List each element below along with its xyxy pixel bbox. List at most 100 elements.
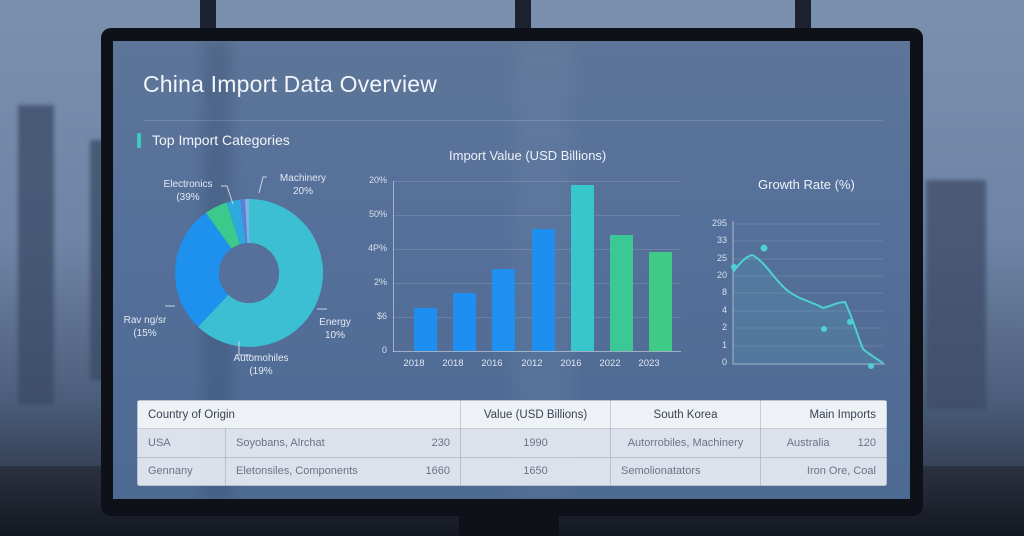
label-pct: (39%: [176, 192, 200, 203]
table-row[interactable]: USA Soyobans, Alrchat 230 1990 Autorrobi…: [137, 428, 887, 458]
donut-chart[interactable]: [175, 199, 323, 347]
y-tick: 1: [721, 340, 727, 350]
y-tick: 8: [721, 287, 727, 297]
bar-chart-title: Import Value (USD Billions): [449, 148, 607, 163]
background-building: [90, 140, 104, 380]
monitor: China Import Data Overview Top Import Ca…: [101, 28, 923, 516]
growth-line: [732, 253, 884, 364]
header-country-of-origin[interactable]: Country of Origin: [137, 400, 461, 429]
y-tick: 33: [716, 235, 727, 245]
label-name: Energy: [319, 317, 351, 328]
window-frame: [515, 0, 531, 30]
growth-area: [733, 255, 883, 364]
y-tick: 0: [381, 345, 387, 355]
cell-main-imports: Iron Ore, Coal: [760, 456, 887, 486]
label-name: Machinery: [279, 173, 327, 184]
bar-plot-area: [394, 181, 681, 351]
label-name: Rav ng/sr: [123, 315, 167, 326]
x-axis: [393, 351, 681, 352]
donut-segment-raw[interactable]: [175, 199, 323, 347]
x-tick: 2016: [560, 358, 582, 369]
y-tick: 20%: [368, 175, 387, 185]
bar[interactable]: [492, 269, 515, 351]
x-tick: 2016: [481, 358, 503, 369]
label-pct: (19%: [249, 366, 273, 377]
y-tick: 0: [721, 357, 727, 367]
donut-label-machinery: Machinery 20%: [268, 172, 338, 198]
y-tick: 4: [721, 305, 727, 315]
header-main-imports[interactable]: Main Imports: [760, 400, 887, 429]
table-row[interactable]: Gennany Eletonsiles, Components 1660 165…: [137, 456, 887, 486]
donut-segment-other[interactable]: [175, 199, 323, 347]
table-header-row: Country of Origin Value (USD Billions) S…: [137, 400, 887, 429]
data-point[interactable]: [760, 244, 768, 252]
bar[interactable]: [532, 229, 555, 351]
x-tick: 2018: [403, 358, 425, 369]
label-name: Automohiles: [233, 353, 289, 364]
donut-label-energy: Energy 10%: [310, 316, 360, 342]
label-pct: 20%: [292, 186, 313, 197]
dashboard-screen: China Import Data Overview Top Import Ca…: [113, 41, 910, 499]
donut-label-raw-materials: Rav ng/sr (15%: [115, 314, 175, 340]
label-pct: (15%: [133, 328, 157, 339]
cell-value: 1990: [460, 428, 611, 458]
bar[interactable]: [571, 185, 594, 351]
cell-goods: Eletonsiles, Components: [225, 456, 401, 486]
cell-korea: Semolionatators: [610, 456, 761, 486]
y-tick: 2%: [373, 277, 387, 287]
import-data-table: Country of Origin Value (USD Billions) S…: [137, 400, 887, 486]
y-tick: 25: [716, 253, 727, 263]
section-title: Top Import Categories: [152, 132, 290, 148]
cell-main-amount: Iron Ore, Coal: [806, 465, 876, 478]
cell-main-country: Australia: [786, 436, 830, 449]
donut-label-electronics: Electronics (39%: [153, 178, 223, 204]
data-point[interactable]: [847, 319, 853, 325]
cell-goods: Soyobans, Alrchat: [225, 428, 401, 458]
data-point[interactable]: [868, 363, 874, 369]
header-south-korea[interactable]: South Korea: [610, 400, 761, 429]
monitor-stand: [459, 516, 559, 536]
cell-korea: Autorrobiles, Machinery: [610, 428, 761, 458]
cell-country: Gennany: [137, 456, 226, 486]
y-tick: 50%: [368, 209, 387, 219]
line-chart[interactable]: 295 33 25 20 8 4 2 1 0: [712, 209, 903, 413]
section-marker-icon: [137, 132, 141, 148]
section-header: Top Import Categories: [137, 132, 290, 148]
cell-value: 1650: [460, 456, 611, 486]
y-tick: $6: [376, 311, 387, 321]
bar[interactable]: [453, 293, 476, 351]
gridline: [393, 215, 681, 216]
gridline: [393, 181, 681, 182]
x-tick: 2018: [442, 358, 464, 369]
data-point[interactable]: [821, 326, 827, 332]
cell-main-amount: 120: [857, 436, 876, 449]
cell-amount: 1660: [400, 456, 461, 486]
window-frame: [200, 0, 216, 30]
header-value[interactable]: Value (USD Billions): [460, 400, 611, 429]
x-tick: 2022: [599, 358, 621, 369]
y-axis: [393, 181, 394, 352]
y-tick: 295: [711, 218, 727, 228]
background-building: [926, 180, 986, 410]
y-tick: 2: [721, 322, 727, 332]
donut-hole: [219, 243, 279, 303]
line-chart-title: Growth Rate (%): [758, 177, 855, 192]
data-point[interactable]: [731, 264, 737, 270]
label-name: Electronics: [163, 179, 213, 190]
line-chart-svg: [731, 221, 885, 369]
bar[interactable]: [649, 252, 672, 351]
donut-leader-lines: [165, 176, 327, 356]
cell-main-imports: Australia 120: [760, 428, 887, 458]
x-tick: 2012: [521, 358, 543, 369]
cell-country: USA: [137, 428, 226, 458]
bar-chart[interactable]: 20% 50% 4P% 2% $6 0 2018 2018: [368, 175, 681, 381]
donut-chart-svg: [175, 199, 323, 347]
label-pct: 10%: [324, 330, 345, 341]
y-tick: 4P%: [367, 243, 387, 253]
donut-label-automobiles: Automohiles (19%: [221, 352, 301, 378]
bar[interactable]: [610, 235, 633, 351]
window-frame: [795, 0, 811, 30]
x-tick: 2023: [638, 358, 660, 369]
bar[interactable]: [414, 308, 437, 351]
background-building: [18, 105, 54, 405]
